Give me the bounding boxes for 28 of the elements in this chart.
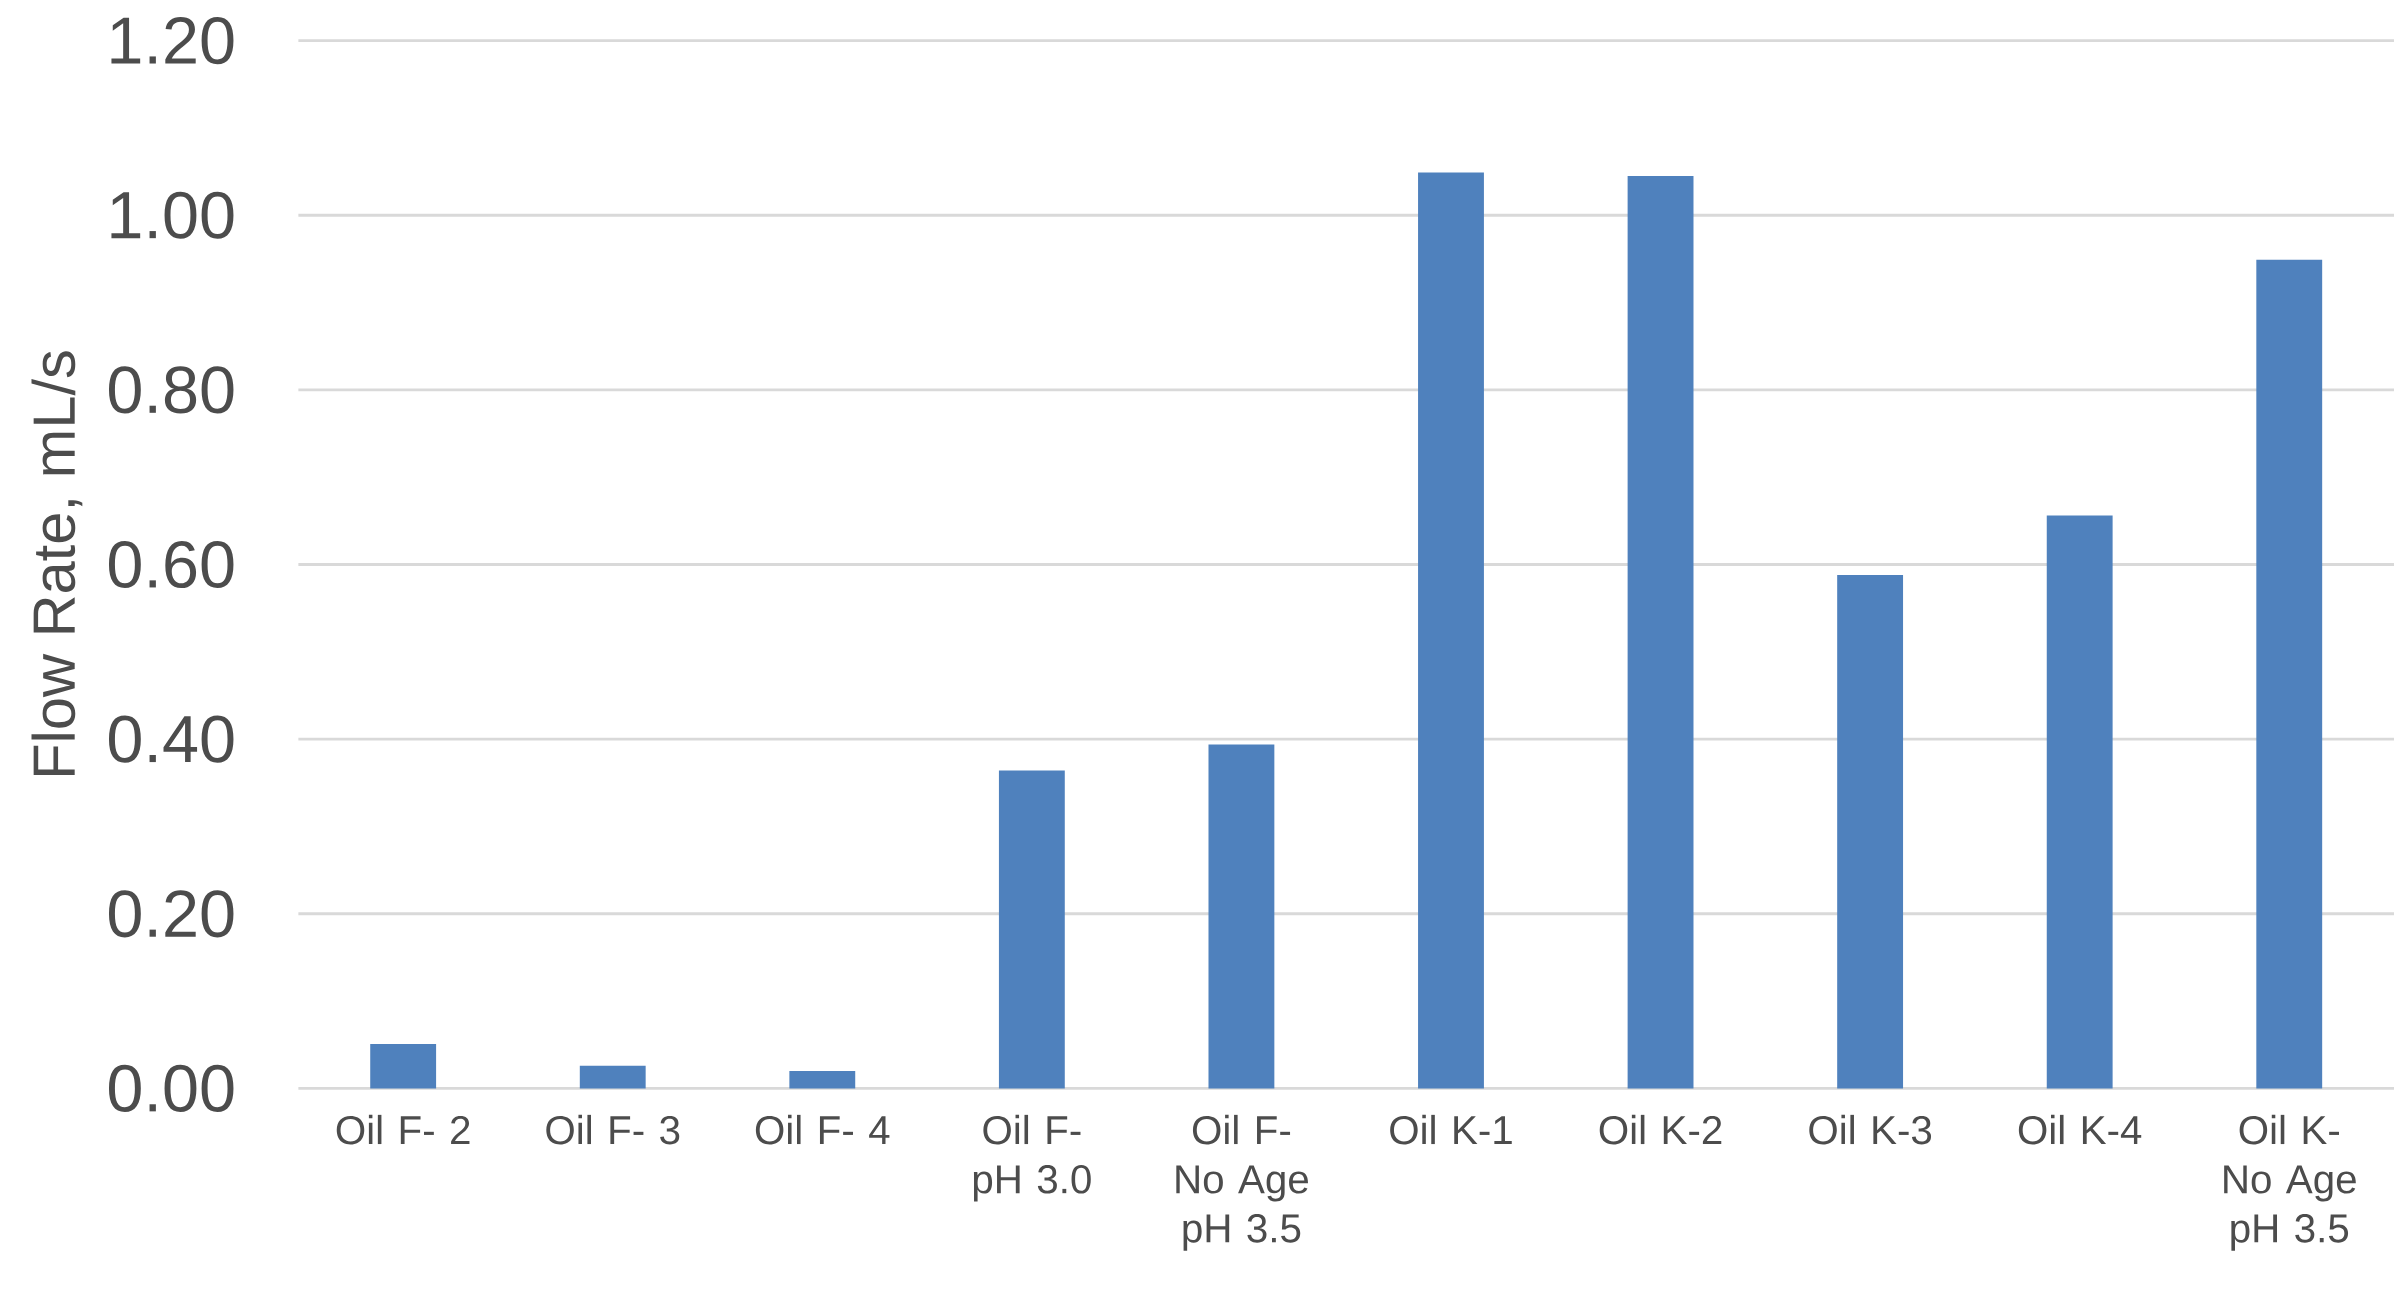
y-tick-label: 0.60 [108, 540, 234, 589]
x-tick-label: Oil K-4 [2018, 1114, 2142, 1145]
x-tick-label: Oil F- pH 3.0 [973, 1114, 1091, 1202]
y-tick-label: 0.40 [108, 715, 234, 763]
x-tick-label: Oil K-2 [1599, 1114, 1722, 1145]
x-tick-label: Oil F- 4 [755, 1114, 890, 1145]
x-tick-label: Oil K- No Age pH 3.5 [2224, 1114, 2356, 1251]
x-tick-label: Oil F- 3 [546, 1114, 680, 1145]
bar [1627, 175, 1694, 1089]
bar [579, 1065, 646, 1089]
y-tick-label: 0.00 [108, 1064, 234, 1113]
bar [789, 1070, 856, 1089]
x-tick-label: Oil F- No Age pH 3.5 [1176, 1114, 1308, 1251]
bar [1837, 574, 1904, 1089]
bar [2256, 259, 2323, 1089]
bar [998, 770, 1065, 1089]
x-tick-label: Oil F- 2 [336, 1114, 470, 1145]
y-tick-label: 0.20 [108, 890, 234, 938]
y-tick-label: 0.80 [108, 366, 234, 414]
bar [1418, 172, 1484, 1089]
bar [370, 1043, 437, 1089]
y-axis-title: Flow Rate, mL/s [31, 351, 83, 775]
x-tick-label: Oil K-3 [1809, 1114, 1932, 1145]
x-tick-label: Oil K-1 [1390, 1114, 1512, 1145]
y-tick-label: 1.00 [111, 191, 234, 239]
bar [1208, 744, 1275, 1089]
bar [2046, 515, 2113, 1089]
y-tick-label: 1.20 [111, 17, 234, 65]
